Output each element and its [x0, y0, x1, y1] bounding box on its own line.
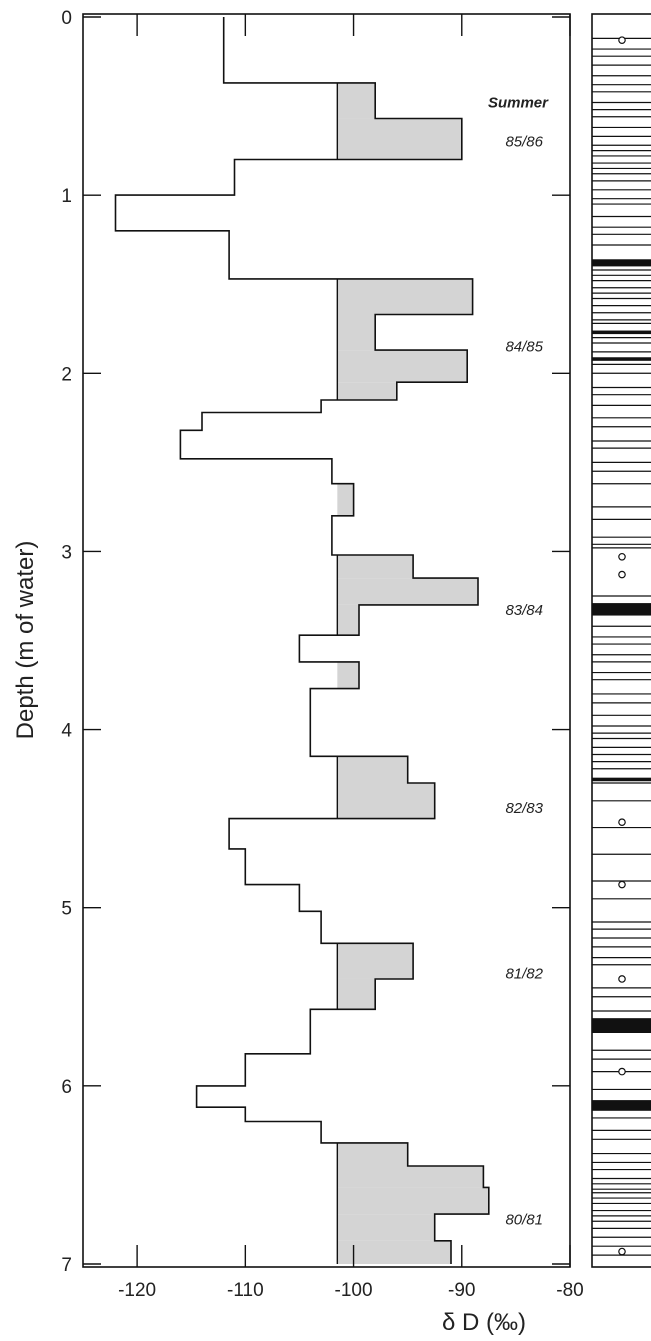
summer-fill-step-14 — [337, 483, 354, 516]
strat-marker — [618, 1067, 626, 1076]
y-tick-label: 5 — [61, 899, 72, 920]
y-tick-label: 4 — [61, 721, 72, 742]
strat-thick-layer — [592, 1018, 651, 1033]
season-label-80-81: 80/81 — [505, 1211, 543, 1228]
y-tick-label: 7 — [61, 1255, 72, 1276]
summer-fill-step-1 — [337, 82, 376, 119]
season-label-layer: Summer 85/86 84/85 83/84 82/83 81/82 80/81 — [488, 95, 549, 1229]
x-tick-label: -80 — [556, 1280, 583, 1301]
strat-thick-layer — [592, 357, 651, 361]
y-axis-title: Depth (m of water) — [12, 541, 39, 740]
strat-marker — [618, 570, 626, 579]
y-tick-label: 0 — [61, 8, 72, 29]
stratigraphy-frame — [591, 13, 651, 1268]
y-tick-label: 2 — [61, 364, 72, 385]
strat-thick-layer — [592, 330, 651, 335]
summer-fill-step-36 — [337, 1166, 484, 1188]
summer-fill-step-35 — [337, 1142, 408, 1167]
summer-fill-step-16 — [337, 554, 414, 579]
stratigraphy-column — [591, 13, 651, 1268]
season-label-81-82: 81/82 — [505, 966, 543, 983]
strat-marker — [618, 975, 626, 983]
summer-fill-step-38 — [337, 1214, 435, 1241]
summer-fill-step-8 — [337, 350, 468, 383]
x-tick-label: -90 — [448, 1280, 475, 1301]
strat-thick-layer — [592, 1100, 651, 1111]
y-tick-label: 6 — [61, 1077, 72, 1098]
summer-fill-step-28 — [337, 943, 414, 979]
summer-fill-layer — [336, 82, 489, 1264]
strat-thick-layer — [592, 259, 651, 267]
season-label-84-85: 84/85 — [505, 339, 543, 356]
tick-label-layer: -120 -110 -100 -90 -80 0 1 2 3 4 5 6 7 — [61, 8, 583, 1301]
summer-fill-step-7 — [337, 314, 376, 351]
summer-fill-step-2 — [337, 118, 462, 160]
summer-header-label: Summer — [488, 95, 549, 112]
x-axis-title: δ D (‰) — [442, 1309, 526, 1336]
strat-thick-layer — [592, 603, 651, 616]
y-tick-label: 1 — [61, 186, 72, 207]
x-tick-label: -100 — [335, 1280, 373, 1301]
summer-fill-step-17 — [337, 578, 479, 605]
strat-marker — [618, 552, 626, 561]
summer-fill-step-37 — [337, 1187, 489, 1215]
summer-fill-step-29 — [337, 978, 376, 1010]
strat-thick-layer — [592, 777, 651, 782]
y-tick-label: 3 — [61, 542, 72, 563]
season-label-82-83: 82/83 — [505, 800, 543, 817]
summer-fill-step-6 — [337, 278, 473, 315]
summer-fill-step-18 — [337, 604, 359, 636]
plot-frame — [82, 13, 571, 1268]
strat-marker — [618, 818, 626, 827]
season-label-85-86: 85/86 — [505, 134, 543, 151]
strat-marker — [618, 880, 626, 889]
x-tick-label: -110 — [227, 1280, 264, 1301]
strat-marker — [618, 36, 626, 44]
summer-fill-step-9 — [337, 382, 397, 401]
summer-fill-step-20 — [337, 661, 359, 689]
strat-marker — [618, 1247, 626, 1256]
season-label-83-84: 83/84 — [505, 602, 543, 619]
x-tick-label: -120 — [118, 1280, 156, 1301]
delta-d-step-line — [114, 17, 490, 1264]
summer-fill-step-23 — [337, 783, 435, 819]
tick-layer — [83, 14, 571, 1267]
summer-fill-step-39 — [337, 1240, 451, 1264]
summer-fill-step-22 — [337, 756, 408, 784]
